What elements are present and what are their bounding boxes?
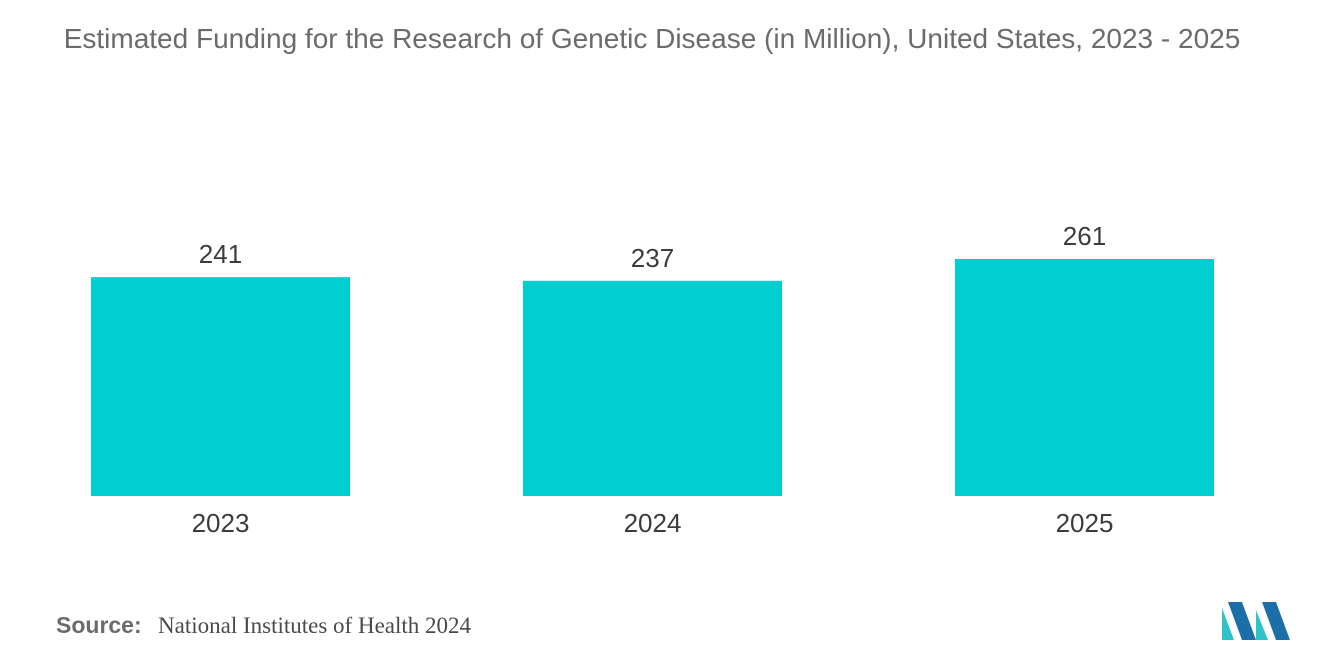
source-value: National Institutes of Health 2024 bbox=[158, 613, 472, 638]
bar-chart: 241 2023 237 2024 261 2025 bbox=[91, 221, 1214, 538]
source-key: Source: bbox=[56, 612, 142, 638]
logo-shape-mid-left bbox=[1228, 602, 1256, 640]
data-label-2024: 237 bbox=[631, 243, 674, 273]
data-label-2023: 241 bbox=[199, 239, 242, 269]
source-note: Source: National Institutes of Health 20… bbox=[56, 612, 471, 639]
logo-shape-right bbox=[1262, 602, 1290, 640]
logo-shape-left bbox=[1222, 608, 1234, 640]
brand-logo-icon bbox=[1222, 602, 1290, 640]
bar-2025 bbox=[955, 259, 1214, 496]
bar-2024 bbox=[523, 280, 782, 496]
bar-2023 bbox=[91, 277, 350, 496]
category-label-2025: 2025 bbox=[1056, 508, 1114, 538]
category-label-2023: 2023 bbox=[192, 508, 250, 538]
category-label-2024: 2024 bbox=[624, 508, 682, 538]
data-label-2025: 261 bbox=[1063, 221, 1106, 251]
logo-shape-mid-right bbox=[1256, 610, 1268, 640]
chart-title: Estimated Funding for the Research of Ge… bbox=[63, 23, 1241, 54]
